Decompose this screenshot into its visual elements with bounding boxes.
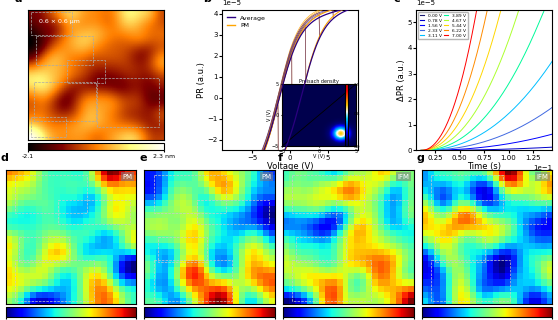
Bar bbox=[31, 12, 73, 35]
Bar bbox=[292, 175, 364, 213]
Text: f: f bbox=[278, 153, 283, 163]
Bar bbox=[31, 117, 66, 137]
Bar bbox=[197, 200, 269, 224]
Bar bbox=[15, 175, 87, 213]
Y-axis label: PR (a.u.): PR (a.u.) bbox=[197, 62, 206, 98]
Y-axis label: ΔPR (a.u.): ΔPR (a.u.) bbox=[397, 59, 406, 101]
Text: IFM: IFM bbox=[398, 174, 410, 180]
Bar bbox=[431, 175, 503, 213]
Text: c: c bbox=[394, 0, 401, 4]
Text: b: b bbox=[203, 0, 210, 4]
Bar bbox=[474, 200, 546, 224]
Bar bbox=[34, 82, 95, 121]
Text: e: e bbox=[139, 153, 147, 163]
Text: a: a bbox=[15, 0, 22, 4]
Text: d: d bbox=[1, 153, 8, 163]
Bar bbox=[154, 260, 232, 301]
X-axis label: Voltage (V): Voltage (V) bbox=[267, 162, 314, 171]
Text: IFM: IFM bbox=[536, 174, 549, 180]
Bar bbox=[97, 78, 158, 127]
Text: g: g bbox=[416, 153, 424, 163]
Text: 0.6 × 0.6 μm: 0.6 × 0.6 μm bbox=[39, 19, 80, 24]
Legend: 0.00 V, 0.78 V, 1.56 V, 2.33 V, 3.11 V, 3.89 V, 4.67 V, 5.44 V, 6.22 V, 7.00 V: 0.00 V, 0.78 V, 1.56 V, 2.33 V, 3.11 V, … bbox=[418, 12, 468, 39]
Bar bbox=[158, 237, 208, 262]
Bar bbox=[154, 175, 226, 213]
Legend: Average, PM: Average, PM bbox=[225, 13, 268, 30]
Bar bbox=[19, 237, 69, 262]
Bar bbox=[58, 200, 130, 224]
X-axis label: Time (s): Time (s) bbox=[467, 162, 501, 171]
Bar bbox=[431, 260, 509, 301]
Bar bbox=[36, 36, 93, 65]
Bar bbox=[67, 60, 105, 83]
Bar bbox=[296, 237, 346, 262]
Text: PM: PM bbox=[261, 174, 271, 180]
Text: PM: PM bbox=[122, 174, 132, 180]
Bar bbox=[335, 200, 407, 224]
Bar bbox=[15, 260, 94, 301]
Bar bbox=[435, 237, 485, 262]
Bar bbox=[292, 260, 371, 301]
